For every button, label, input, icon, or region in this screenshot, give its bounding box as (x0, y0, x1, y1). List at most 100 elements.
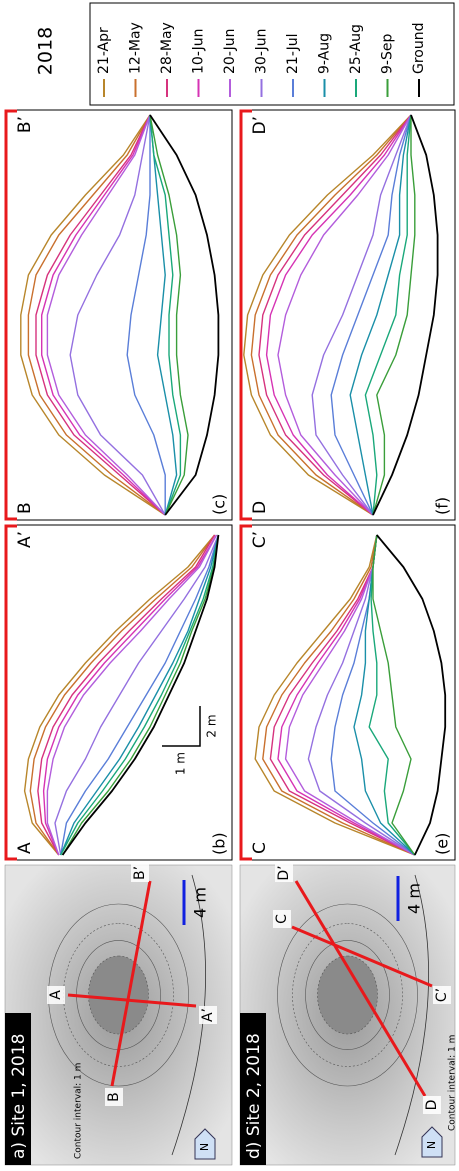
profile-start-label: B (15, 502, 35, 514)
profile-line (250, 114, 412, 516)
legend-label: 10-Jun (191, 28, 207, 74)
profile-line (311, 114, 412, 516)
profile-end-label: D (424, 1100, 440, 1111)
profile-line (29, 534, 216, 856)
label-box (275, 864, 293, 882)
profile-line (368, 534, 416, 856)
profile-line (23, 534, 216, 856)
north-arrow (194, 1128, 216, 1160)
profile-line (54, 534, 220, 856)
profile-line (41, 114, 166, 516)
profile-line (35, 114, 166, 516)
profile-line (149, 114, 189, 516)
contour-line (317, 955, 378, 1035)
profile-line (254, 534, 416, 856)
section-bracket (239, 109, 252, 521)
legend-label: 30-Jun (254, 28, 270, 74)
panel-frame (239, 109, 456, 521)
legend-label: 9-Aug (317, 33, 333, 74)
label-box (199, 1006, 217, 1024)
map-title-box (240, 1013, 266, 1165)
profile-line (61, 534, 220, 856)
profile-line (60, 534, 220, 856)
profile-line (277, 534, 416, 856)
profile-line (27, 114, 166, 516)
profile-end-label: A (48, 990, 64, 1000)
legend-label: 25-Aug (348, 24, 364, 74)
profile-end-label: C’ (434, 988, 450, 1002)
profile-line (330, 114, 412, 516)
north-label: N (198, 1143, 211, 1151)
panel-frame (4, 524, 233, 861)
profile-line (67, 993, 197, 1008)
panel-label: (c) (210, 494, 229, 515)
profile-line (307, 534, 416, 856)
panel-label: (f) (433, 497, 452, 515)
profile-line (294, 880, 427, 1097)
panel-label: (e) (433, 833, 452, 855)
profile-end-label: B (106, 1092, 122, 1102)
profile-line (126, 115, 166, 515)
profile-line (42, 534, 218, 856)
profile-line (262, 534, 416, 856)
profile-line (149, 114, 178, 516)
profile-end-label: B’ (132, 866, 148, 880)
profile-line (376, 534, 447, 856)
profile-start-label: C (250, 842, 270, 854)
legend-label: 21-Apr (96, 27, 112, 74)
profile-line (364, 114, 412, 516)
contour-line (171, 874, 207, 1156)
legend-box (89, 2, 455, 106)
contour-line (292, 923, 403, 1067)
north-arrow (421, 1126, 443, 1158)
map-scale-label: 4 m (191, 887, 210, 918)
map-title: a) Site 1, 2018 (9, 1034, 29, 1159)
profile-start-label: A (15, 842, 35, 854)
profile-line (277, 114, 412, 516)
contour-line (394, 874, 430, 1156)
profile-line (149, 114, 220, 516)
scale-x-label: 2 m (205, 714, 219, 737)
profile-start-label: D (250, 501, 270, 514)
profile-line (69, 114, 166, 516)
profile-line (60, 534, 220, 856)
map-title-box (5, 1013, 31, 1165)
contour-note: Contour interval: 1 m (448, 1035, 458, 1131)
contour-line (277, 903, 418, 1087)
profile-end-label: A’ (15, 531, 35, 548)
profile-end-label: C (274, 914, 290, 924)
profile-line (149, 114, 182, 516)
legend-label: Ground (411, 23, 427, 75)
label-box (273, 910, 291, 928)
legend-title: 2018 (35, 27, 57, 75)
map-scale-label: 4 m (405, 883, 424, 914)
scale-bar (162, 706, 201, 747)
profile-line (61, 534, 220, 856)
profile-end-label: B’ (15, 116, 35, 133)
contour-line (63, 923, 174, 1067)
section-bracket (4, 109, 17, 521)
label-box (433, 986, 451, 1004)
profile-line (46, 114, 166, 516)
profile-line (291, 925, 433, 988)
landscape-frame: A A’ B B’ 4 m N Contour interval: 1 m a) Site 1… (4, 2, 458, 1166)
profile-line (37, 534, 216, 856)
profile-line (20, 114, 166, 516)
map-title: d) Site 2, 2018 (244, 1033, 264, 1159)
contour-line (305, 940, 390, 1050)
legend-label: 9-Sep (380, 34, 396, 74)
label-box (47, 986, 65, 1004)
profile-line (46, 534, 218, 856)
section-bracket (239, 524, 252, 861)
profile-end-label: D’ (250, 116, 270, 135)
profile-line (243, 114, 412, 516)
profile-line (284, 534, 416, 856)
section-bracket (4, 524, 17, 861)
profile-line (258, 114, 412, 516)
profile-end-label: D’ (276, 865, 292, 880)
legend-label: 20-Jun (222, 28, 238, 74)
label-box (105, 1088, 123, 1106)
profile-line (60, 534, 220, 856)
